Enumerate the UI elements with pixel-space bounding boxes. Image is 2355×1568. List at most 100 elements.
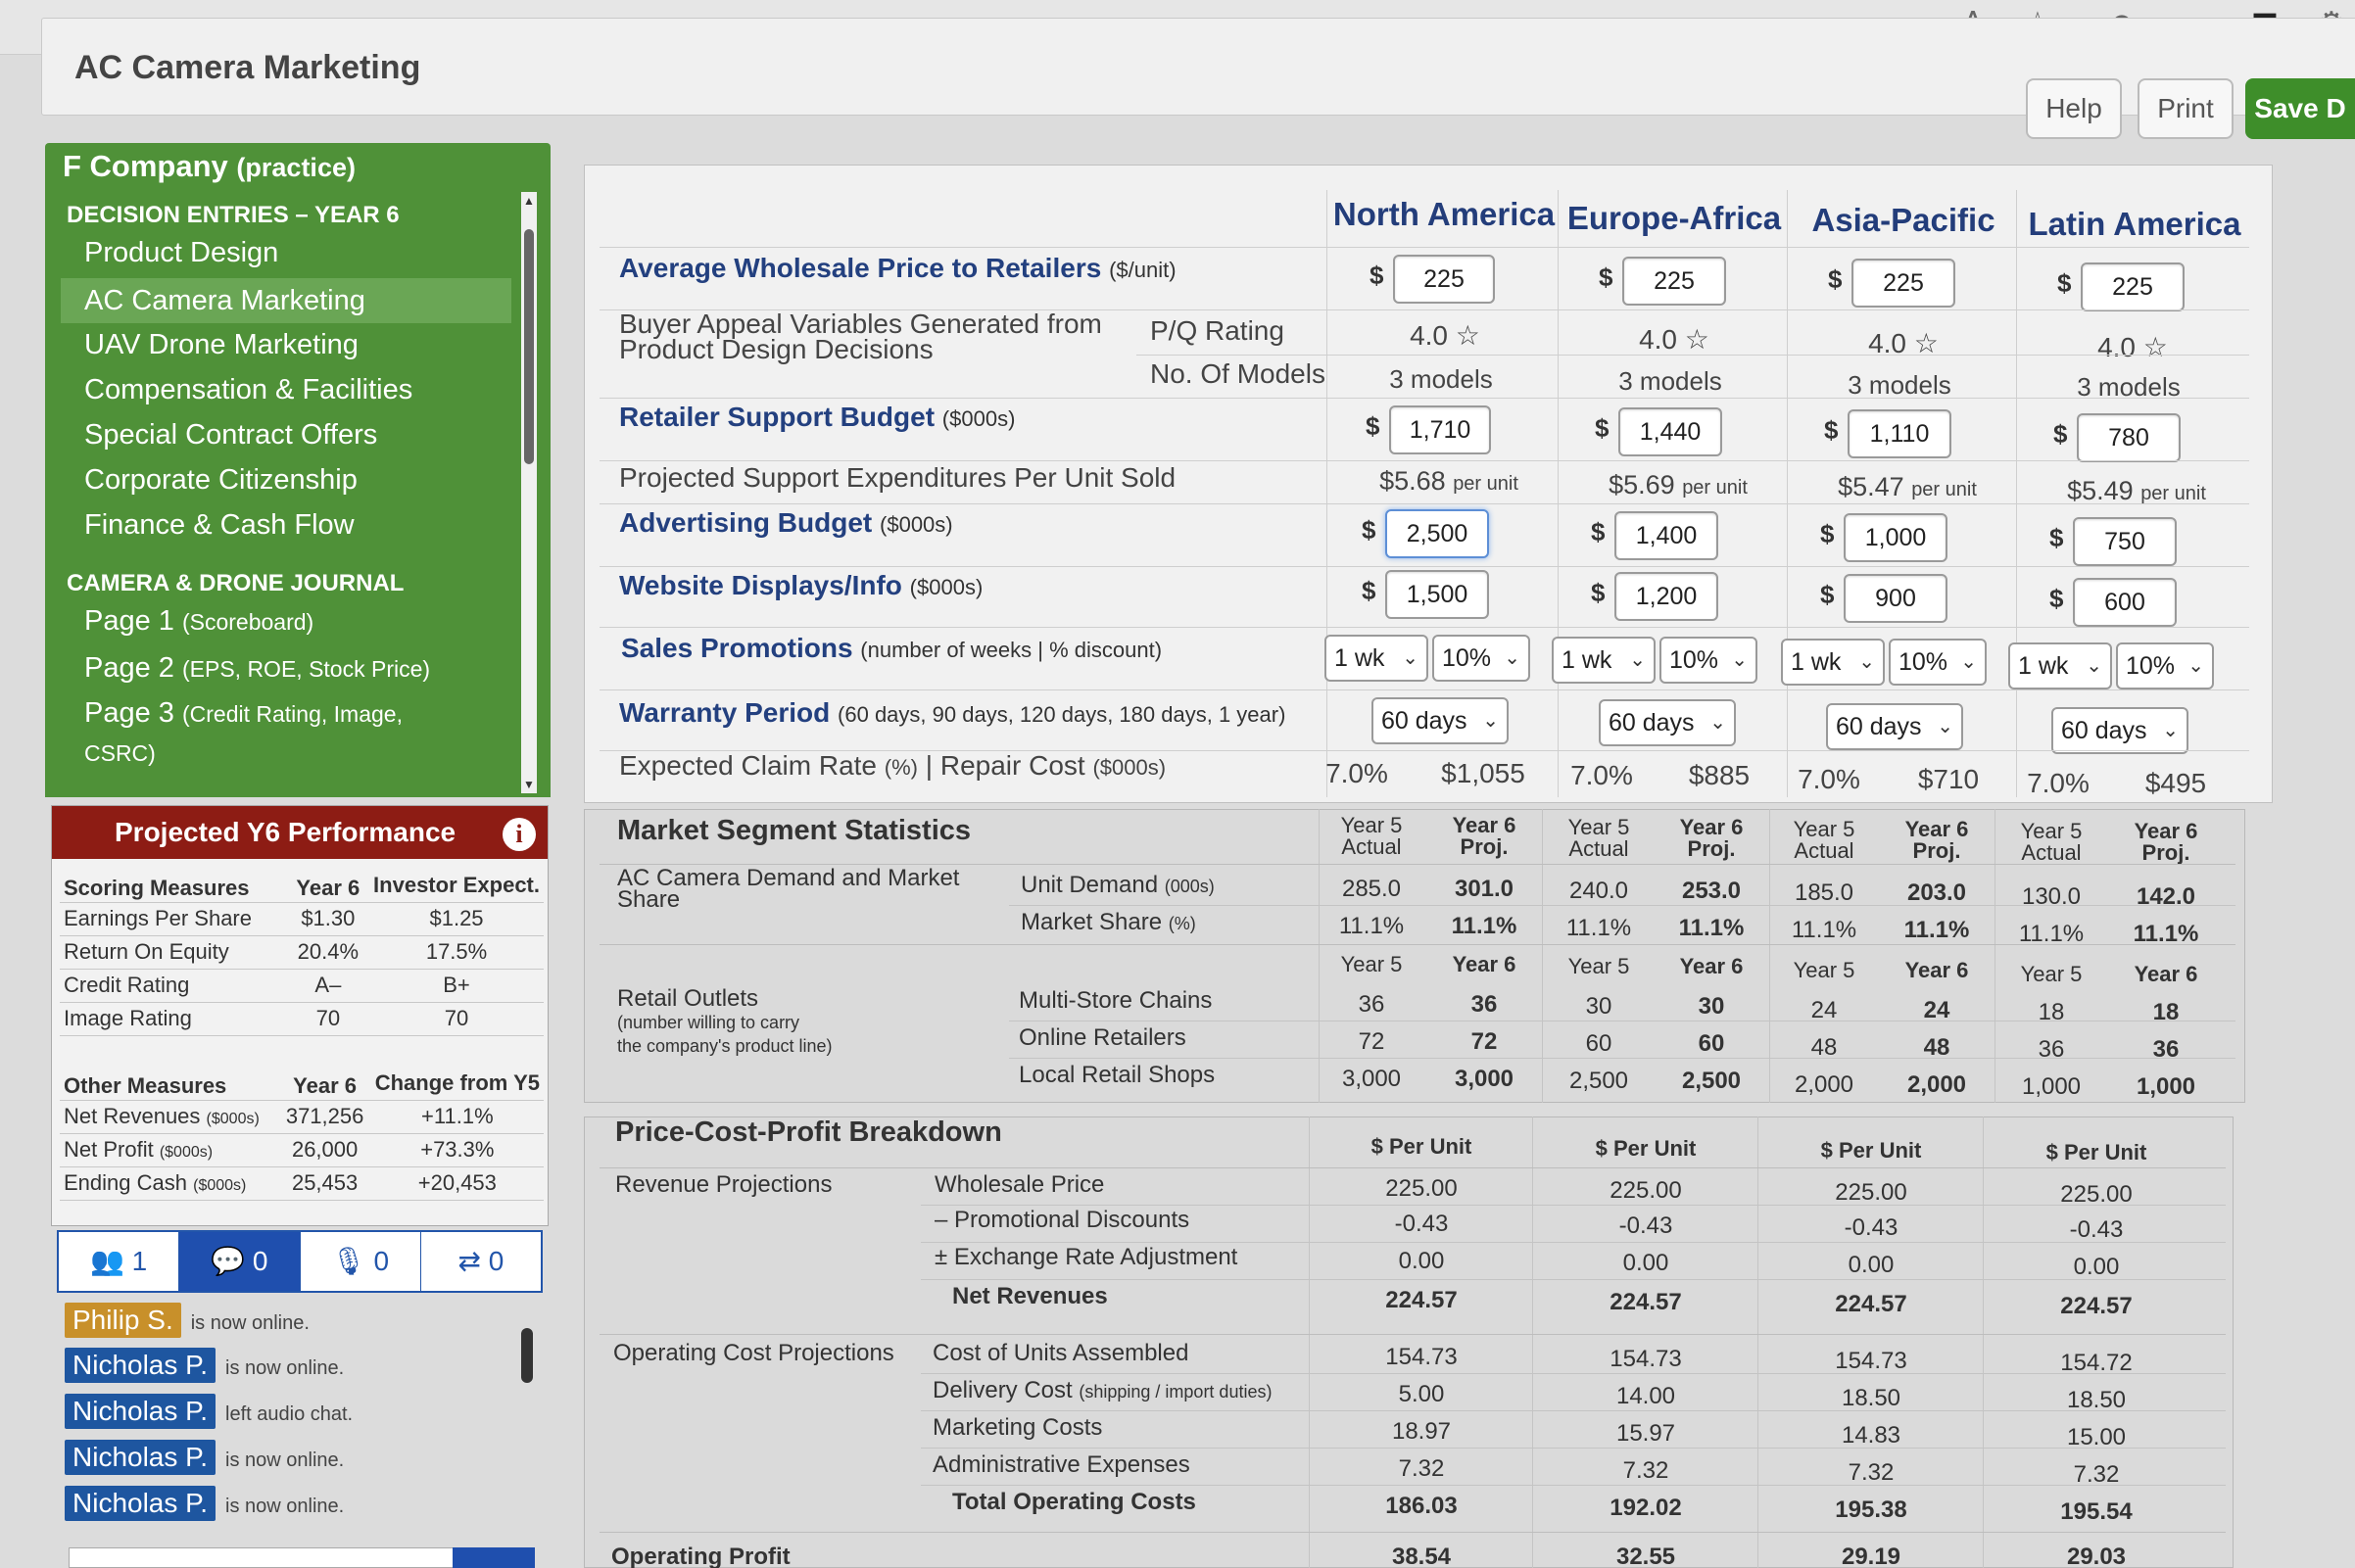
nav-journal-page-2[interactable]: Page 2 (EPS, ROE, Stock Price) xyxy=(84,652,431,684)
demand-value: 240.0 xyxy=(1568,878,1629,904)
pcp-value: 195.54 xyxy=(2060,1498,2133,1525)
print-button[interactable]: Print xyxy=(2138,78,2234,139)
nav-journal-page-3-cont[interactable]: CSRC) xyxy=(84,740,156,766)
chat-scrollbar[interactable] xyxy=(521,1328,533,1383)
support-input-ap[interactable]: 1,110 xyxy=(1848,409,1951,458)
support-input-la[interactable]: 780 xyxy=(2077,413,2181,462)
website-input-ea[interactable]: 1,200 xyxy=(1614,572,1718,621)
promo-weeks-select-ea[interactable]: 1 wk ⌄ xyxy=(1552,637,1656,684)
promo-discount-select-ap[interactable]: 10% ⌄ xyxy=(1889,639,1987,686)
support-input-ea[interactable]: 1,440 xyxy=(1618,407,1722,456)
support-input-na[interactable]: 1,710 xyxy=(1389,405,1491,454)
price-input-la[interactable]: 225 xyxy=(2081,262,2185,311)
pcp-row-label: ± Exchange Rate Adjustment xyxy=(935,1244,1238,1270)
sidebar: F Company (practice) DECISION ENTRIES – … xyxy=(45,143,551,797)
col-year5: Year 5 xyxy=(1567,954,1630,978)
page-title: AC Camera Marketing xyxy=(74,49,421,86)
dollar-sign: $ xyxy=(1591,578,1606,607)
chevron-down-icon: ⌄ xyxy=(2086,655,2102,677)
nav-uav-drone-marketing[interactable]: UAV Drone Marketing xyxy=(84,329,359,360)
promo-weeks-select-ap[interactable]: 1 wk ⌄ xyxy=(1781,639,1885,686)
outlet-value: 1,000 xyxy=(2021,1073,2082,1100)
website-input-ap[interactable]: 900 xyxy=(1844,574,1947,623)
promo-weeks-select-na[interactable]: 1 wk ⌄ xyxy=(1324,635,1428,682)
pcp-value: 0.00 xyxy=(2073,1254,2120,1280)
scroll-up-icon[interactable]: ▲ xyxy=(523,194,535,208)
advertising-input-na[interactable]: 2,500 xyxy=(1385,509,1489,558)
dollar-sign: $ xyxy=(2057,268,2072,298)
website-input-la[interactable]: 600 xyxy=(2073,578,2177,627)
price-cost-profit-panel xyxy=(584,1117,2234,1568)
promo-discount-select-na[interactable]: 10% ⌄ xyxy=(1432,635,1530,682)
warranty-select-na[interactable]: 60 days ⌄ xyxy=(1371,697,1509,744)
outlet-row-label: Multi-Store Chains xyxy=(1019,987,1213,1014)
pcp-row-label: Delivery Cost (shipping / import duties) xyxy=(933,1377,1273,1403)
col-year5-actual: Year 5 Actual xyxy=(2020,819,2083,865)
chat-tab[interactable]: 💬 0 xyxy=(179,1232,301,1291)
warranty-select-la[interactable]: 60 days ⌄ xyxy=(2051,707,2188,754)
star-icon: ☆ xyxy=(1913,328,1939,358)
outlet-value: 36 xyxy=(2152,1036,2180,1063)
op-profit-value: 29.03 xyxy=(2066,1544,2127,1568)
nav-journal-page-3[interactable]: Page 3 (Credit Rating, Image, xyxy=(84,697,403,729)
nav-corporate-citizenship[interactable]: Corporate Citizenship xyxy=(84,464,358,496)
share-tab[interactable]: ⇄ 0 xyxy=(457,1246,505,1276)
audio-tab[interactable]: 🎙 0 xyxy=(301,1232,421,1291)
promo-discount-select-ea[interactable]: 10% ⌄ xyxy=(1659,637,1757,684)
nav-special-contract-offers[interactable]: Special Contract Offers xyxy=(84,419,378,451)
scroll-down-icon[interactable]: ▼ xyxy=(523,778,535,791)
net-revenues-label: Net Revenues xyxy=(952,1283,1108,1309)
nav-ac-camera-marketing[interactable]: AC Camera Marketing xyxy=(61,278,511,323)
price-input-ap[interactable]: 225 xyxy=(1851,259,1955,308)
people-icon: 👥 xyxy=(90,1246,124,1276)
col-year6: Year 6 xyxy=(1452,952,1516,976)
promo-discount-select-la[interactable]: 10% ⌄ xyxy=(2116,642,2214,689)
nav-finance-cash-flow[interactable]: Finance & Cash Flow xyxy=(84,509,355,541)
col-year6-proj: Year 6 Proj. xyxy=(2134,819,2198,865)
price-input-na[interactable]: 225 xyxy=(1393,255,1495,304)
help-button[interactable]: Help xyxy=(2026,78,2122,139)
advertising-input-la[interactable]: 750 xyxy=(2073,517,2177,566)
retail-outlets-sub: (number willing to carry xyxy=(617,1013,800,1032)
demand-value: 203.0 xyxy=(1906,879,1967,906)
outlet-value: 2,500 xyxy=(1681,1068,1742,1094)
pcp-value: 224.57 xyxy=(2060,1293,2133,1319)
scrollbar-thumb[interactable] xyxy=(524,229,534,464)
chat-input[interactable] xyxy=(69,1547,455,1568)
share-value: 11.1% xyxy=(1565,915,1632,941)
table-row: Ending Cash ($000s) 25,453 +20,453 xyxy=(60,1166,544,1201)
pq-rating-ap: 4.0 ☆ xyxy=(1868,328,1939,358)
warranty-select-ea[interactable]: 60 days ⌄ xyxy=(1599,699,1736,746)
col-year5-actual: Year 5 Actual xyxy=(1567,815,1630,861)
share-value: 11.1% xyxy=(1678,915,1745,941)
chevron-down-icon: ⌄ xyxy=(1937,716,1953,737)
models-na: 3 models xyxy=(1389,364,1493,394)
price-input-ea[interactable]: 225 xyxy=(1622,257,1726,306)
people-tab[interactable]: 👥 1 xyxy=(59,1232,180,1291)
pcp-value: 0.00 xyxy=(1398,1248,1445,1274)
nav-compensation-facilities[interactable]: Compensation & Facilities xyxy=(84,374,413,405)
per-unit-la: $5.49 per unit xyxy=(2067,476,2206,505)
advertising-input-ap[interactable]: 1,000 xyxy=(1844,513,1947,562)
dollar-sign: $ xyxy=(1599,262,1613,292)
pcp-value: 225.00 xyxy=(1610,1177,1682,1204)
nav-journal-page-1[interactable]: Page 1 (Scoreboard) xyxy=(84,605,314,637)
promo-weeks-select-la[interactable]: 1 wk ⌄ xyxy=(2008,642,2112,689)
website-input-na[interactable]: 1,500 xyxy=(1385,570,1489,619)
advertising-input-ea[interactable]: 1,400 xyxy=(1614,511,1718,560)
decision-entries-header: DECISION ENTRIES – YEAR 6 xyxy=(67,202,400,228)
per-unit-header: $ Per Unit xyxy=(1595,1136,1697,1161)
dollar-sign: $ xyxy=(2049,584,2064,613)
send-button[interactable] xyxy=(453,1547,535,1568)
pcp-value: 225.00 xyxy=(2060,1181,2133,1208)
sidebar-scrollbar[interactable]: ▲ ▼ xyxy=(521,192,537,793)
warranty-select-ap[interactable]: 60 days ⌄ xyxy=(1826,703,1963,750)
save-button[interactable]: Save D xyxy=(2245,78,2355,139)
journal-header: CAMERA & DRONE JOURNAL xyxy=(67,570,405,596)
nav-product-design[interactable]: Product Design xyxy=(84,237,279,268)
dollar-sign: $ xyxy=(1370,261,1384,290)
outlet-value: 2,500 xyxy=(1568,1068,1629,1094)
star-icon: ☆ xyxy=(2142,332,2168,362)
outlet-row-label: Online Retailers xyxy=(1019,1024,1186,1051)
info-icon[interactable]: i xyxy=(503,818,536,851)
